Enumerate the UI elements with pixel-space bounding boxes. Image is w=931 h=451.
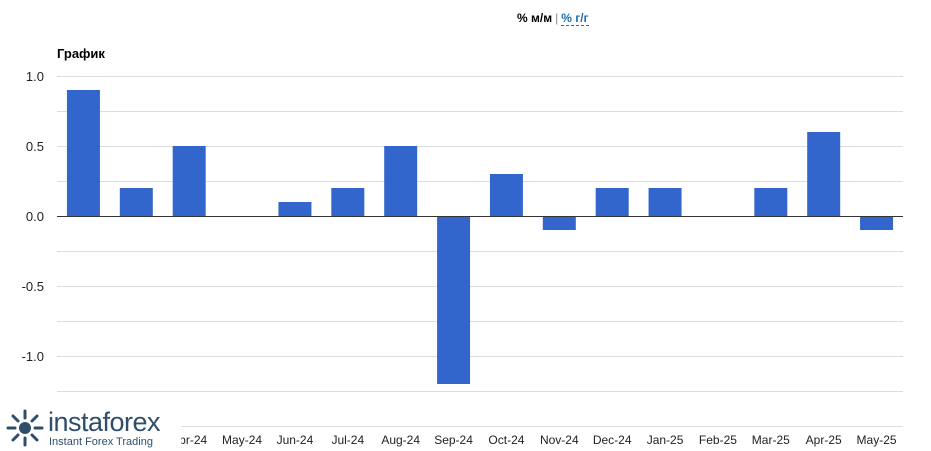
bar — [542, 216, 576, 230]
bar — [860, 216, 894, 230]
x-tick-label: Jul-24 — [331, 433, 364, 447]
x-tick-label: Sep-24 — [434, 433, 473, 447]
logo-name: instaforex — [48, 407, 161, 437]
bar — [66, 90, 100, 216]
tab-separator: | — [555, 11, 559, 25]
bar — [648, 188, 682, 216]
bar — [807, 132, 841, 216]
x-tick-label: Aug-24 — [381, 433, 420, 447]
x-tick-label: Oct-24 — [488, 433, 524, 447]
x-tick-label: Mar-25 — [752, 433, 790, 447]
tab-mom[interactable]: % м/м — [517, 11, 553, 25]
bar — [595, 188, 629, 216]
bar — [119, 188, 153, 216]
bar — [278, 202, 312, 216]
logo-icon — [6, 409, 44, 447]
y-tick-label: -0.5 — [22, 279, 44, 294]
x-tick-label: Apr-25 — [806, 433, 842, 447]
x-tick-label: May-24 — [222, 433, 262, 447]
x-tick-label: Jan-25 — [647, 433, 684, 447]
x-tick-label: Nov-24 — [540, 433, 579, 447]
chart-title: График — [57, 46, 105, 61]
bar — [754, 188, 788, 216]
y-tick-label: 0.0 — [26, 209, 44, 224]
bar — [172, 146, 206, 216]
brand-logo: instaforex Instant Forex Trading — [0, 405, 181, 451]
logo-tagline: Instant Forex Trading — [49, 436, 153, 448]
y-tick-label: -1.0 — [22, 349, 44, 364]
period-tabs: % м/м |% г/г — [517, 11, 589, 26]
bar — [489, 174, 523, 216]
tab-yoy[interactable]: % г/г — [561, 11, 589, 26]
y-tick-label: 1.0 — [26, 69, 44, 84]
bar — [384, 146, 418, 216]
x-tick-label: Dec-24 — [593, 433, 632, 447]
bar — [437, 216, 471, 384]
bar — [331, 188, 365, 216]
x-tick-label: Jun-24 — [277, 433, 314, 447]
y-tick-label: 0.5 — [26, 139, 44, 154]
x-tick-label: May-25 — [857, 433, 897, 447]
x-tick-label: Feb-25 — [699, 433, 737, 447]
